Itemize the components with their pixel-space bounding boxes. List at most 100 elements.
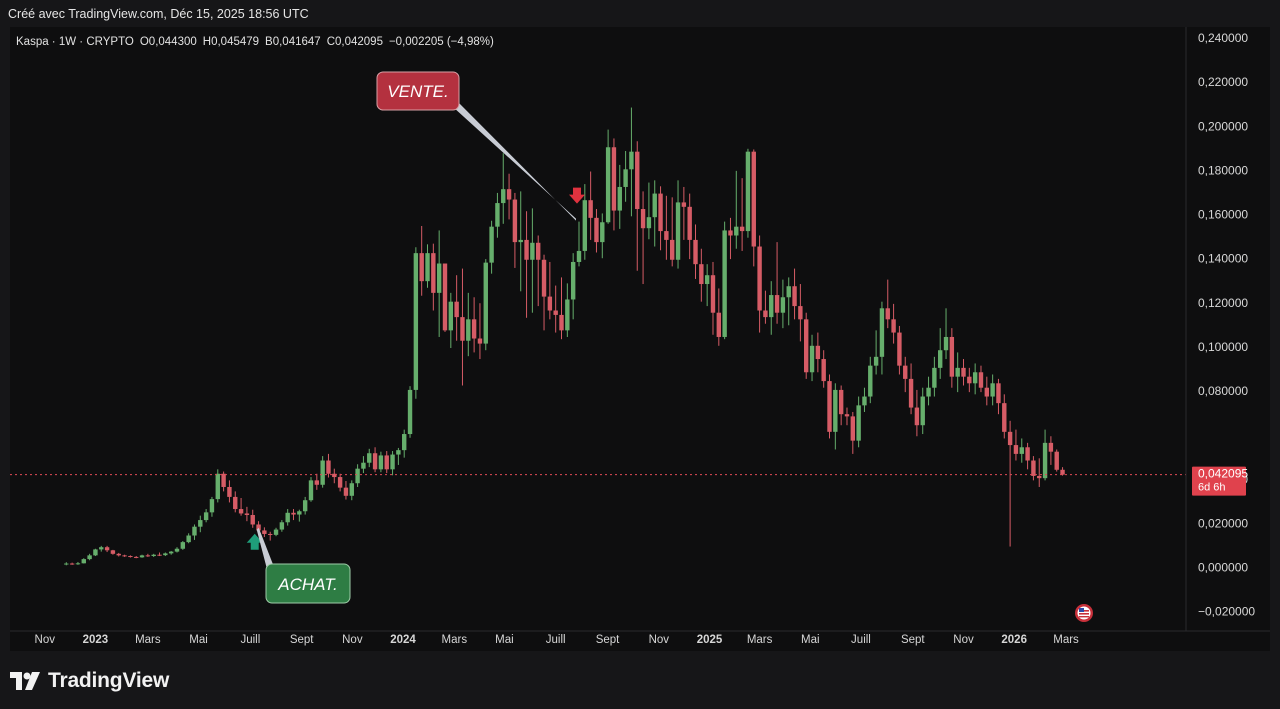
candle-body bbox=[279, 522, 285, 530]
candle bbox=[658, 186, 663, 251]
candle bbox=[553, 285, 558, 333]
candle-body bbox=[978, 372, 984, 388]
candle bbox=[134, 556, 139, 559]
candle bbox=[821, 350, 826, 388]
candle bbox=[285, 509, 290, 526]
candle bbox=[372, 447, 378, 473]
candle-body bbox=[938, 350, 943, 368]
candle-body bbox=[582, 200, 588, 251]
candle-body bbox=[553, 310, 558, 315]
buy-callout-pointer bbox=[256, 527, 274, 573]
x-tick-label: Sept bbox=[596, 634, 620, 646]
candle bbox=[93, 548, 98, 557]
candle-body bbox=[419, 253, 424, 282]
candle-body bbox=[174, 548, 180, 552]
candle bbox=[530, 208, 535, 313]
candle bbox=[99, 545, 104, 552]
candle-body bbox=[844, 414, 850, 417]
candle-body bbox=[990, 383, 995, 397]
candle-body bbox=[1048, 442, 1054, 452]
sell-arrow-icon bbox=[568, 187, 585, 204]
candle bbox=[69, 562, 75, 565]
x-tick-label: 2026 bbox=[1001, 634, 1027, 646]
candle-body bbox=[139, 555, 145, 558]
candle-body bbox=[87, 555, 92, 560]
candle-body bbox=[209, 499, 215, 513]
chart-panel[interactable]: VENTE. ACHAT. Kaspa · 1W · CRYPTO O0,04430… bbox=[10, 27, 1270, 651]
candle-body bbox=[233, 496, 238, 510]
candle bbox=[617, 164, 622, 229]
candle bbox=[862, 387, 867, 412]
candle bbox=[938, 328, 943, 379]
candle bbox=[64, 562, 69, 566]
candlestick-chart[interactable]: VENTE. ACHAT. Kaspa · 1W · CRYPTO O0,04430… bbox=[10, 27, 1270, 651]
candle bbox=[477, 303, 483, 360]
candle-body bbox=[436, 263, 442, 293]
y-tick-label: 0,140000 bbox=[1198, 252, 1248, 266]
candle-body bbox=[1042, 442, 1048, 479]
candle bbox=[809, 334, 815, 382]
x-tick-label: 2025 bbox=[697, 634, 723, 646]
x-tick-label: Nov bbox=[649, 634, 670, 646]
candle bbox=[268, 531, 273, 541]
candle bbox=[506, 173, 512, 220]
candle-body bbox=[891, 319, 896, 333]
buy-arrow-icon bbox=[246, 533, 263, 550]
x-tick-label: Mai bbox=[801, 634, 820, 646]
candle-body bbox=[116, 553, 121, 556]
candle bbox=[763, 290, 768, 324]
candle bbox=[104, 545, 110, 553]
candle-body bbox=[413, 253, 419, 390]
candle bbox=[273, 527, 279, 537]
candle bbox=[297, 509, 302, 522]
candle-body bbox=[780, 297, 786, 313]
y-tick-label: 0,160000 bbox=[1198, 208, 1248, 222]
candle-body bbox=[186, 535, 191, 543]
candle bbox=[1031, 456, 1036, 481]
candle-body bbox=[1054, 451, 1059, 470]
candle bbox=[687, 193, 692, 260]
x-tick-label: Nov bbox=[342, 634, 363, 646]
y-tick-label: 0,240000 bbox=[1198, 31, 1248, 45]
candle bbox=[419, 226, 424, 296]
x-tick-label: Juill bbox=[851, 634, 871, 646]
candle-body bbox=[285, 512, 290, 523]
candle-body bbox=[75, 563, 81, 565]
us-flag-icon[interactable] bbox=[1075, 604, 1093, 622]
x-tick-label: Nov bbox=[953, 634, 974, 646]
candle bbox=[932, 356, 937, 397]
candle bbox=[926, 376, 931, 406]
candle-body bbox=[879, 308, 885, 357]
candle-body bbox=[536, 242, 541, 260]
candle bbox=[844, 407, 850, 426]
candle-body bbox=[996, 383, 1001, 404]
candle bbox=[774, 242, 780, 324]
candle bbox=[314, 473, 320, 490]
tradingview-logo[interactable]: TradingView bbox=[10, 667, 169, 695]
candle bbox=[221, 471, 226, 492]
candle bbox=[466, 292, 471, 357]
candle-body bbox=[693, 239, 698, 265]
candle bbox=[215, 469, 220, 503]
candle-body bbox=[221, 473, 226, 487]
candle-body bbox=[268, 533, 273, 535]
candle-body bbox=[955, 367, 960, 377]
candle bbox=[407, 386, 413, 438]
candle-body bbox=[198, 520, 203, 527]
candle-body bbox=[809, 345, 815, 373]
y-tick-label: 0,080000 bbox=[1198, 384, 1248, 398]
candle bbox=[442, 263, 448, 332]
candle-body bbox=[343, 487, 349, 496]
candle bbox=[594, 209, 599, 253]
candle-body bbox=[367, 453, 372, 463]
candle bbox=[436, 230, 442, 337]
x-tick-label: Mars bbox=[442, 634, 468, 646]
buy-label-text: ACHAT. bbox=[277, 575, 338, 594]
candle-body bbox=[652, 193, 657, 218]
y-tick-label: −0,020000 bbox=[1198, 605, 1255, 619]
candle-body bbox=[110, 550, 116, 554]
candle-body bbox=[605, 147, 611, 223]
sell-callout-pointer bbox=[453, 97, 576, 221]
candle bbox=[611, 138, 617, 231]
candle bbox=[192, 524, 197, 540]
